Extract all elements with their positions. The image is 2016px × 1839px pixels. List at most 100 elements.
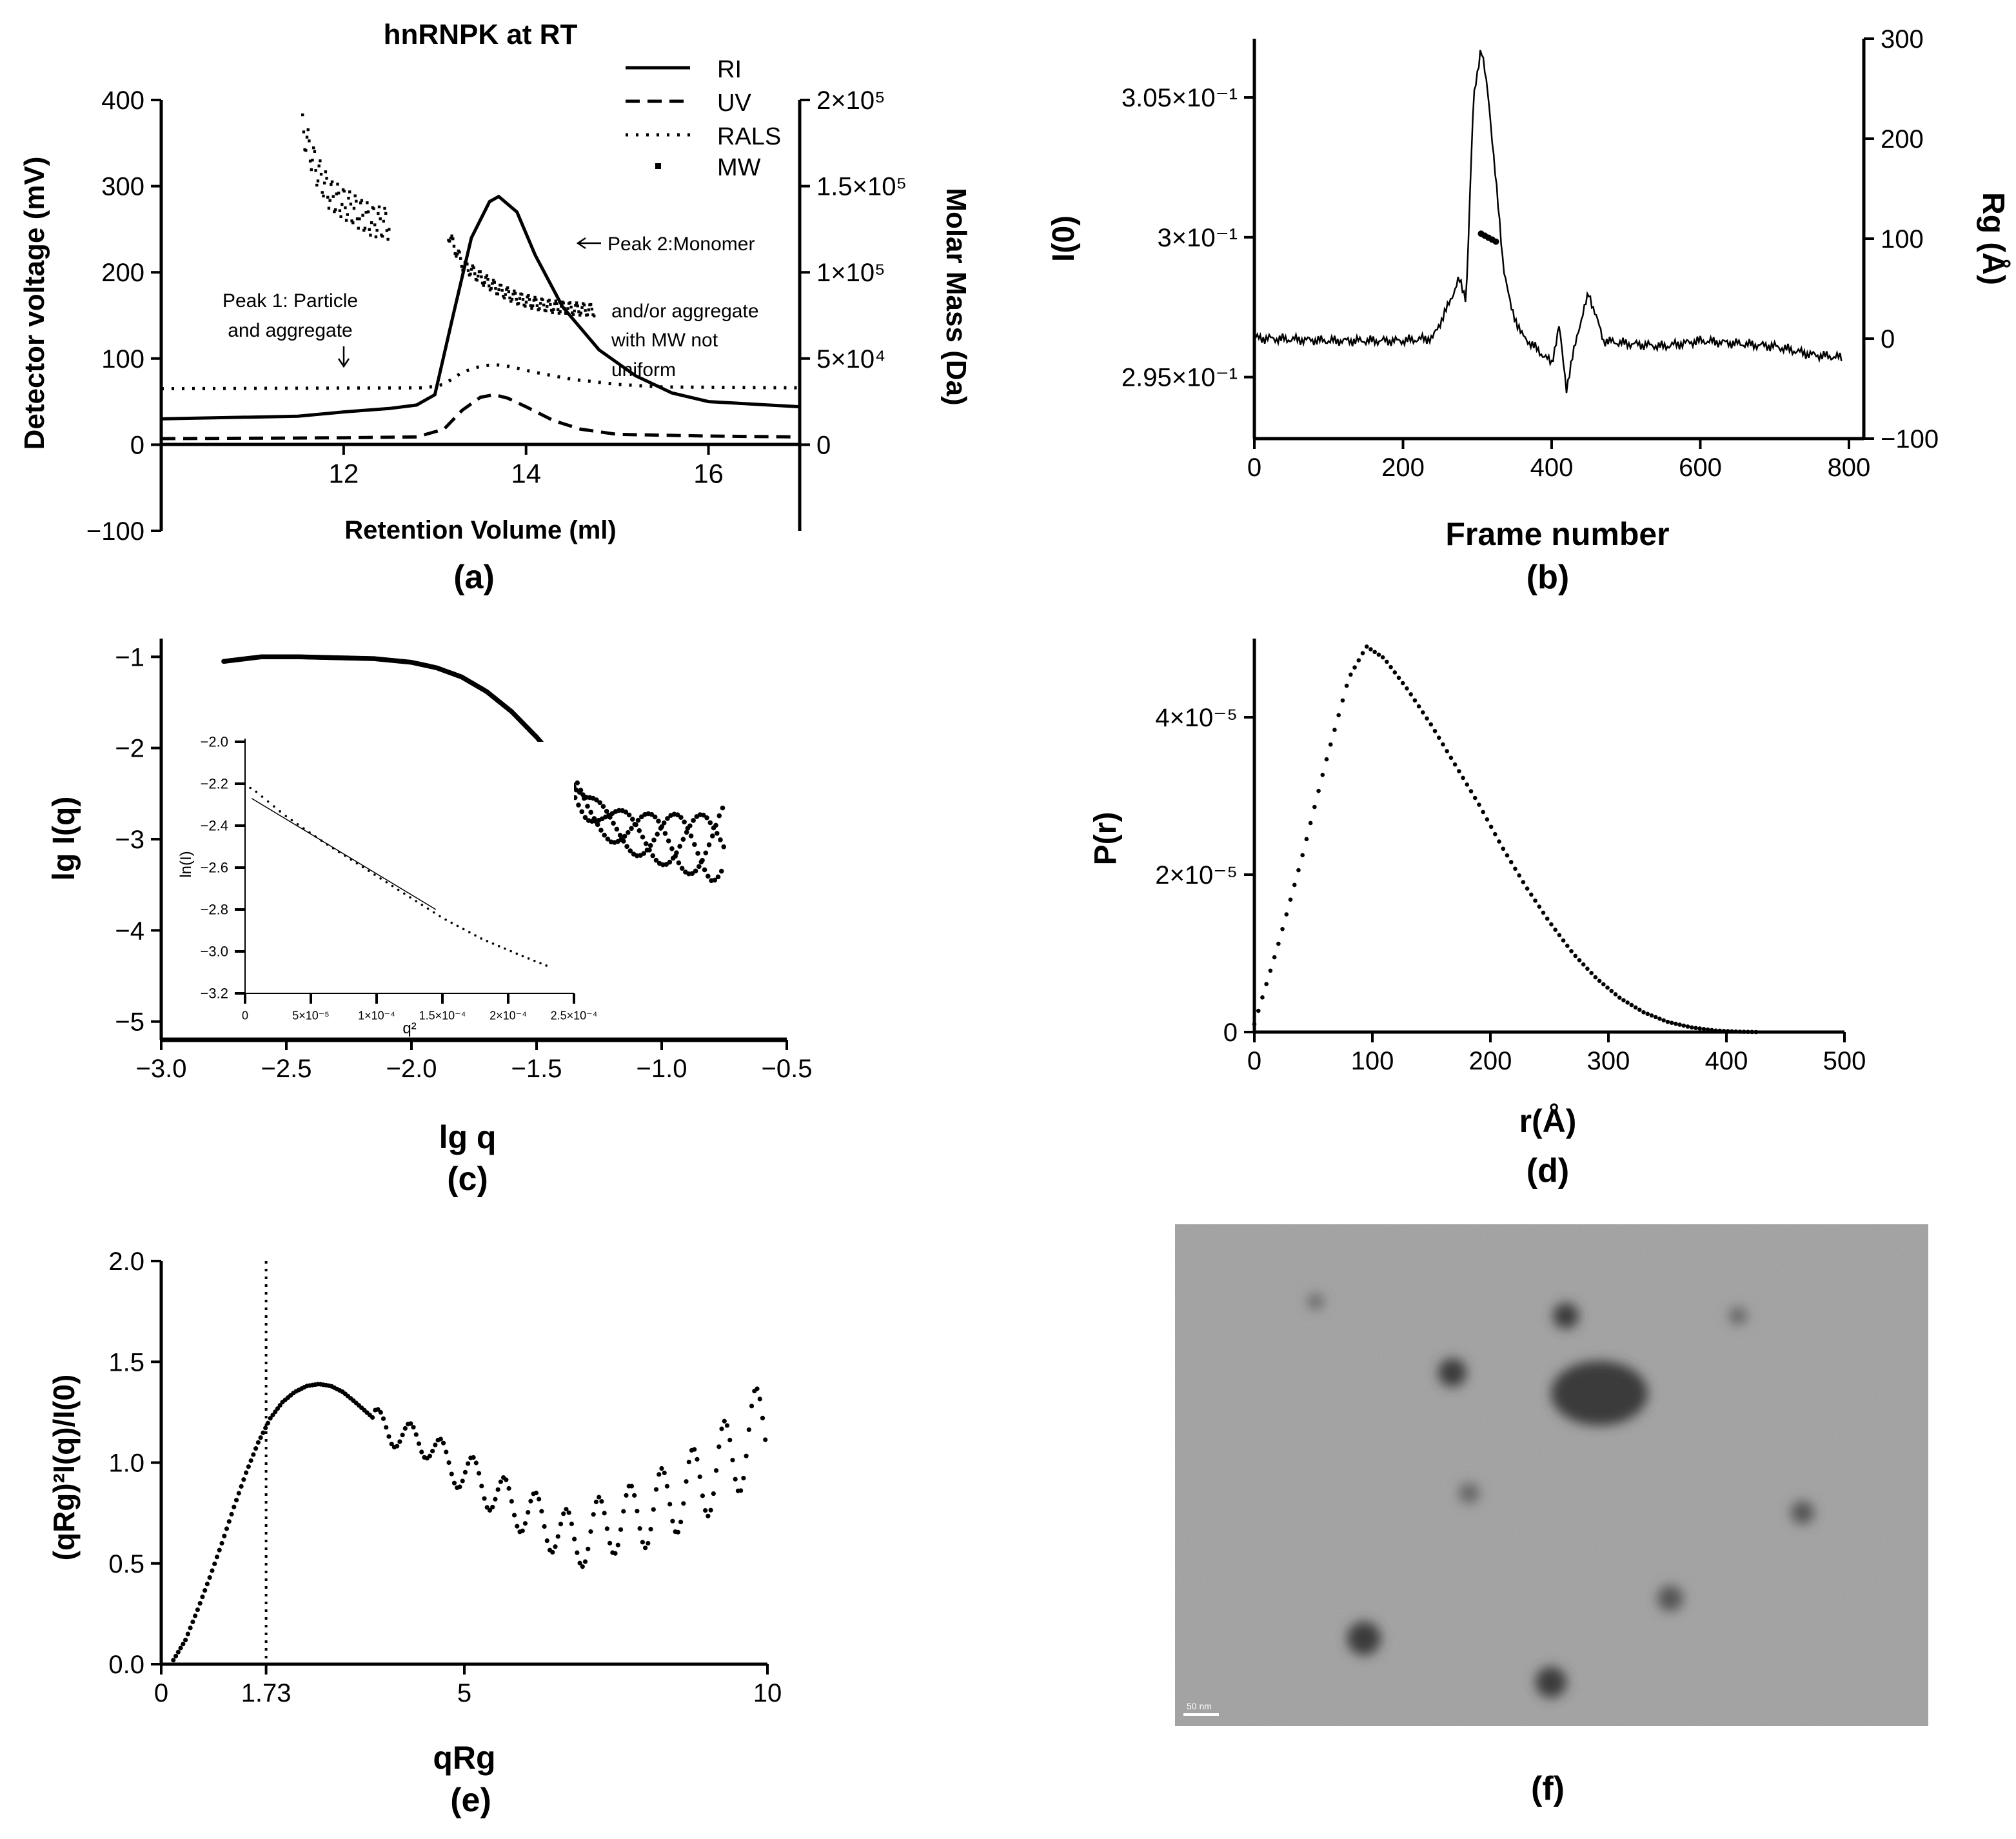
mw-point	[515, 297, 518, 301]
mw-point	[458, 250, 461, 253]
pr-point	[1597, 979, 1602, 983]
data-point	[692, 842, 697, 847]
mw-point	[542, 303, 546, 307]
kratky-point	[608, 1540, 613, 1546]
mw-point	[489, 286, 493, 290]
panel-c-x-ticks: −3.0 −2.5 −2.0 −1.5 −1.0 −0.5	[136, 1040, 812, 1083]
mw-point	[361, 214, 364, 217]
a-ytick-label: 0	[130, 431, 144, 459]
mw-point	[448, 239, 451, 243]
pr-point	[1517, 873, 1521, 878]
pr-point	[1493, 831, 1497, 837]
kratky-point	[217, 1547, 222, 1553]
kratky-point	[635, 1509, 640, 1514]
kratky-point	[555, 1534, 560, 1539]
kratky-point	[207, 1575, 212, 1580]
kratky-point	[520, 1528, 525, 1533]
pr-point	[1421, 710, 1425, 715]
mw-point	[484, 275, 488, 279]
kratky-point	[733, 1476, 738, 1482]
panel-b-x-ticks: 0 200 400 600 800	[1247, 439, 1870, 482]
pr-point	[1441, 742, 1445, 747]
mw-point	[488, 284, 491, 288]
mw-point	[521, 298, 525, 301]
mw-point	[355, 217, 359, 221]
data-point	[598, 828, 604, 833]
inset-point	[497, 944, 500, 948]
pr-point	[1408, 692, 1413, 697]
mw-point	[532, 299, 536, 302]
mw-point	[471, 264, 475, 268]
kratky-point	[646, 1540, 651, 1546]
mw-point	[360, 199, 364, 202]
mw-point	[511, 292, 515, 296]
mw-point	[339, 215, 342, 219]
mw-point	[346, 213, 349, 216]
data-point	[604, 809, 609, 814]
panel-f: 50 nm (f)	[1175, 1224, 1928, 1807]
data-point	[629, 826, 634, 831]
pr-point	[1448, 755, 1454, 760]
data-point	[703, 850, 709, 856]
inset-point	[420, 904, 424, 906]
mw-point	[375, 228, 379, 232]
mw-point	[582, 303, 586, 307]
pr-point	[1316, 788, 1321, 793]
pr-point	[1344, 683, 1349, 688]
pr-point	[1521, 880, 1526, 884]
panel-b-plot-area	[1254, 50, 1843, 393]
a-y2tick-label: 5×10⁴	[816, 345, 885, 373]
data-point	[713, 822, 718, 828]
mw-point	[316, 179, 320, 183]
inset-point	[480, 937, 482, 940]
mw-point	[380, 235, 384, 238]
c-ytick-label: −4	[115, 917, 144, 945]
kratky-point	[558, 1522, 564, 1527]
legend-ri: RI	[717, 56, 742, 83]
mw-point	[327, 206, 331, 210]
mw-point	[539, 302, 542, 305]
kratky-point	[386, 1434, 391, 1439]
pr-point	[1710, 1028, 1714, 1033]
data-point	[707, 820, 713, 826]
annotation-peak1-arrow	[337, 346, 350, 368]
panel-a-y2label: Molar Mass (Da)	[940, 188, 972, 405]
inset-point	[521, 955, 524, 958]
kratky-point	[730, 1457, 735, 1463]
kratky-point	[433, 1442, 438, 1447]
data-point	[650, 853, 656, 859]
pr-point	[1416, 704, 1421, 709]
pr-point	[1497, 839, 1501, 844]
mw-point	[350, 219, 353, 223]
mw-point	[579, 312, 583, 315]
kratky-point	[716, 1444, 722, 1449]
mw-point	[342, 190, 346, 193]
panel-b-y-ticks: 3.05×10⁻¹ 3×10⁻¹ 2.95×10⁻¹	[1122, 84, 1254, 392]
inset-point	[504, 947, 506, 950]
ci-ytick-label: −2.8	[201, 902, 228, 918]
inset-point	[456, 924, 459, 928]
kratky-point	[618, 1527, 624, 1532]
kratky-point	[632, 1493, 637, 1498]
pr-point	[1734, 1029, 1738, 1034]
panel-a-title: hnRNPK at RT	[384, 19, 578, 50]
data-point	[712, 877, 718, 883]
mw-point	[335, 192, 339, 195]
pr-point	[1272, 955, 1277, 960]
kratky-point	[446, 1460, 451, 1466]
mw-point	[331, 195, 335, 198]
kratky-point	[526, 1509, 531, 1515]
panel-f-label: (f)	[1531, 1770, 1565, 1807]
kratky-point	[719, 1426, 724, 1431]
mw-point	[366, 201, 369, 204]
inset-point	[397, 888, 400, 891]
kratky-point	[204, 1582, 210, 1587]
pr-point	[1513, 866, 1517, 871]
mw-point	[533, 295, 537, 299]
mw-point	[488, 288, 492, 292]
ci-ytick-label: −2.2	[201, 776, 228, 792]
pr-point	[1360, 651, 1365, 655]
panel-c-inset-ylabel: ln(I)	[177, 851, 195, 877]
mw-point	[509, 300, 513, 303]
panel-a: hnRNPK at RT 400 300 200 100 0 −100 2×10⁵ 1.5×…	[19, 19, 972, 596]
